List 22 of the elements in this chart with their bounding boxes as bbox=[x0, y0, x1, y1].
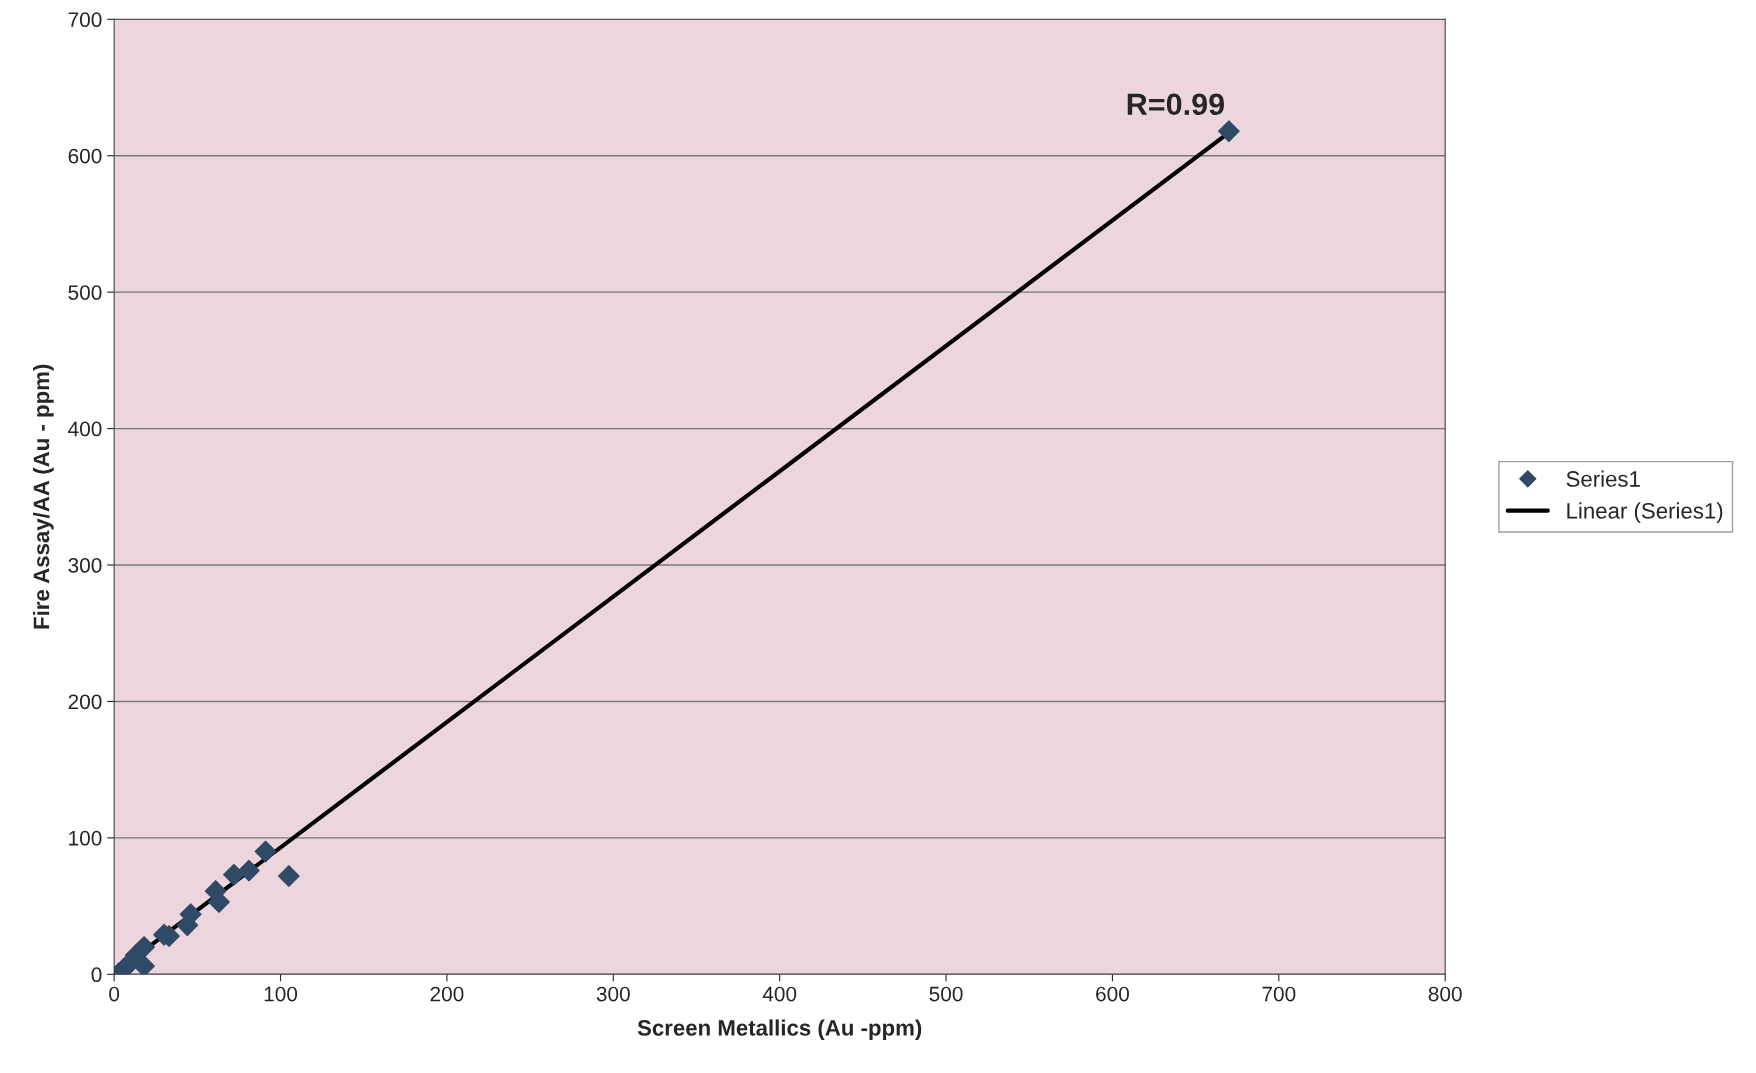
y-tick-label: 300 bbox=[68, 558, 102, 573]
y-axis-title: Fire Assay/AA (Au - ppm) bbox=[32, 364, 54, 629]
x-tick-label: 400 bbox=[762, 986, 797, 1002]
annotation: R=0.99 bbox=[1127, 93, 1224, 116]
x-axis-title: Screen Metallics (Au -ppm) bbox=[637, 1019, 922, 1041]
legend-label: Linear (Series1) bbox=[1567, 502, 1723, 524]
y-tick-label: 400 bbox=[68, 421, 102, 437]
x-tick-label: 200 bbox=[430, 986, 464, 1002]
x-tick-label: 600 bbox=[1096, 986, 1129, 1002]
y-tick-label: 200 bbox=[68, 694, 102, 710]
x-tick-label: 100 bbox=[264, 986, 298, 1002]
x-tick-label: 500 bbox=[929, 986, 963, 1002]
x-tick-label: 800 bbox=[1428, 986, 1462, 1002]
y-tick-label: 0 bbox=[91, 967, 102, 983]
legend-label: Series1 bbox=[1566, 470, 1640, 487]
y-tick-label: 100 bbox=[69, 830, 102, 846]
x-tick-label: 700 bbox=[1262, 986, 1296, 1002]
x-tick-label: 300 bbox=[596, 986, 630, 1002]
y-tick-label: 600 bbox=[68, 148, 102, 164]
y-tick-label: 500 bbox=[68, 285, 102, 300]
y-tick-label: 700 bbox=[68, 12, 102, 28]
x-tick-label: 0 bbox=[109, 986, 120, 1002]
